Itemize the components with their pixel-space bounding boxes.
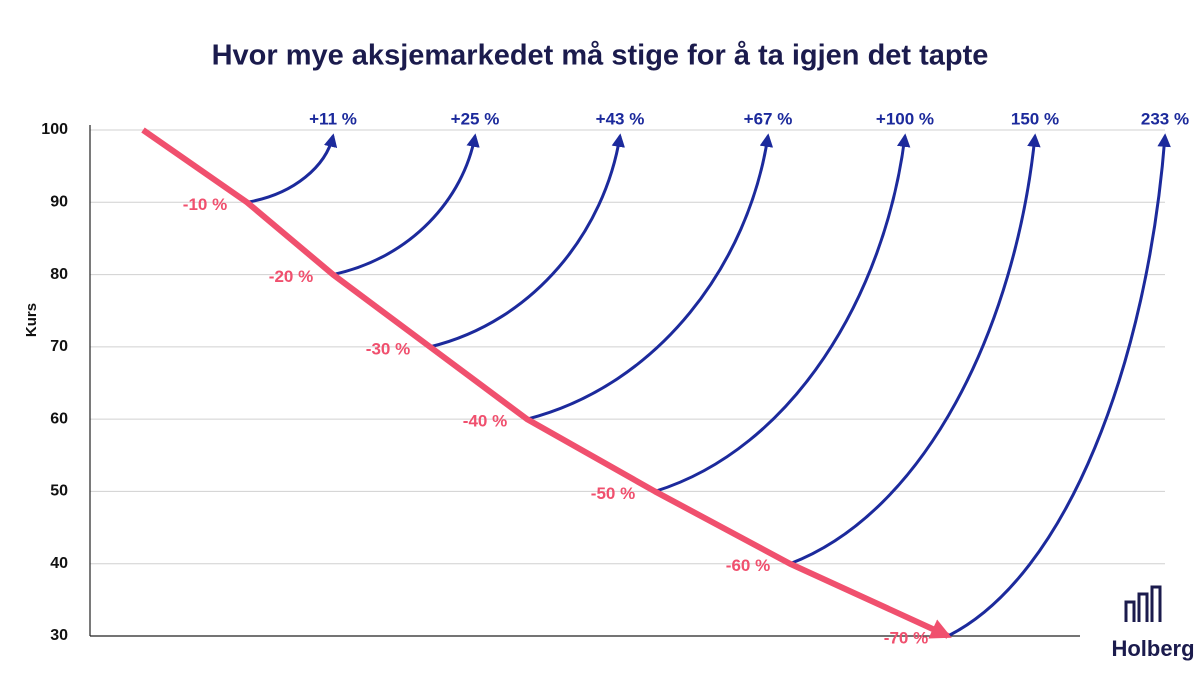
y-tick-label: 90 xyxy=(50,194,68,211)
grid xyxy=(90,129,1165,565)
y-tick-label: 30 xyxy=(50,627,68,644)
recovery-label: +43 % xyxy=(596,109,645,128)
y-tick-label: 60 xyxy=(50,410,68,427)
drop-label: -10 % xyxy=(183,195,227,214)
recovery-label: 233 % xyxy=(1141,109,1189,128)
recovery-curve xyxy=(332,133,480,277)
recovery-curve xyxy=(246,133,338,204)
recovery-curve xyxy=(429,133,625,349)
drop-label: -60 % xyxy=(726,556,770,575)
drop-label: -70 % xyxy=(884,628,928,647)
chart-title: Hvor mye aksjemarkedet må stige for å ta… xyxy=(212,40,989,72)
decline-line xyxy=(141,127,952,639)
recovery-label: +25 % xyxy=(451,109,500,128)
drop-label: -50 % xyxy=(591,484,635,503)
drop-label: -40 % xyxy=(463,412,507,431)
y-axis-label: Kurs xyxy=(23,303,40,337)
logo-text: Holberg xyxy=(1111,636,1194,661)
y-tick-label: 50 xyxy=(50,483,68,500)
y-tick-label: 70 xyxy=(50,338,68,355)
logo-icon xyxy=(1124,585,1162,622)
recovery-label: +11 % xyxy=(309,109,357,128)
y-tick-label: 40 xyxy=(50,555,68,572)
y-tick-label: 80 xyxy=(50,266,68,283)
drop-label: -20 % xyxy=(269,267,313,286)
recovery-curve xyxy=(654,133,911,493)
drop-label: -30 % xyxy=(366,339,410,358)
recovery-curve xyxy=(789,133,1041,566)
recovery-curve xyxy=(947,133,1171,638)
y-tick-label: 100 xyxy=(41,121,68,138)
recovery-label: +100 % xyxy=(876,109,934,128)
recovery-curve xyxy=(526,133,774,421)
recovery-label: 150 % xyxy=(1011,109,1059,128)
recovery-label: +67 % xyxy=(744,109,793,128)
logo: Holberg xyxy=(1111,585,1195,661)
